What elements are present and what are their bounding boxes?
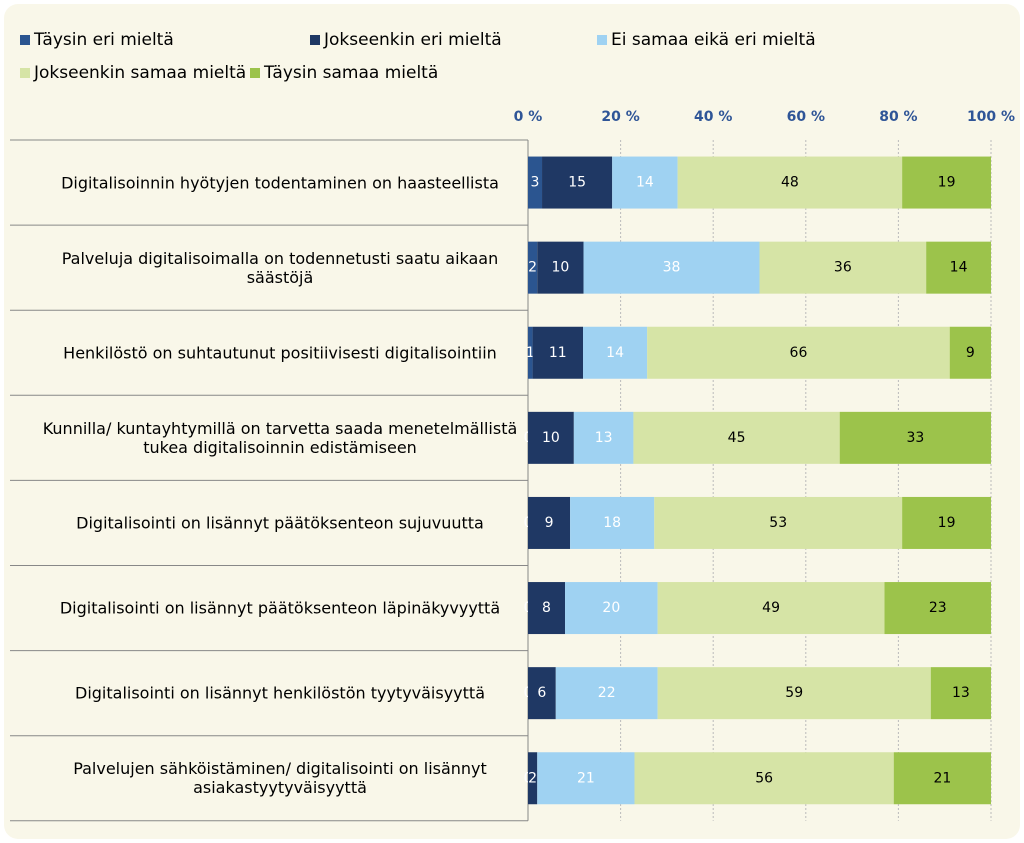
legend-label: Täysin samaa mieltä <box>263 63 438 83</box>
bar-segment <box>759 241 927 294</box>
x-tick-label: 0 % <box>514 109 543 125</box>
bar-segment <box>528 411 574 464</box>
x-tick-label: 20 % <box>601 109 639 125</box>
bar-segment <box>612 156 678 209</box>
bar-segment <box>657 667 931 720</box>
value-label: 1 <box>526 345 535 361</box>
value-label: 21 <box>933 770 951 786</box>
bar-segment <box>573 411 634 464</box>
category-label: Digitalisointi on lisännyt henkilöstön t… <box>75 683 485 703</box>
value-label: 66 <box>790 345 808 361</box>
bar-segment <box>528 582 566 635</box>
legend-label: Ei samaa eikä eri mieltä <box>611 30 816 50</box>
x-tick-label: 80 % <box>879 109 917 125</box>
value-label: 49 <box>762 600 780 616</box>
value-label: 2 <box>528 770 537 786</box>
legend-marker <box>597 35 607 45</box>
value-label: 45 <box>728 430 746 446</box>
category-label: Digitalisointi on lisännyt päätöksenteon… <box>59 598 501 618</box>
value-label: 22 <box>598 685 616 701</box>
bar-segment <box>902 496 991 549</box>
value-label: 14 <box>950 260 968 276</box>
legend-label: Jokseenkin samaa mieltä <box>33 63 246 83</box>
bar-segment <box>884 582 991 635</box>
value-label: 13 <box>595 430 613 446</box>
bar-segment <box>926 241 991 294</box>
bar-segment <box>532 326 584 379</box>
bar-segment <box>570 496 655 549</box>
bar-segment <box>647 326 950 379</box>
category-label: Palvelujen sähköistäminen/ digitalisoint… <box>73 759 487 798</box>
bar-segment <box>528 667 556 720</box>
value-label: 10 <box>551 260 569 276</box>
value-label: 8 <box>542 600 551 616</box>
value-label: 36 <box>834 260 852 276</box>
bar-segment <box>949 326 991 379</box>
value-label: 11 <box>549 345 567 361</box>
bar-segment <box>537 752 635 805</box>
bar-segment <box>528 156 543 209</box>
bar-segment <box>555 667 658 720</box>
value-label: 15 <box>568 175 586 191</box>
value-label: 48 <box>781 175 799 191</box>
bar-segment <box>654 496 903 549</box>
value-label: 20 <box>602 600 620 616</box>
legend-label: Täysin eri mieltä <box>33 30 174 50</box>
value-label: 53 <box>769 515 787 531</box>
bar-segment <box>528 496 571 549</box>
value-label: 21 <box>577 770 595 786</box>
legend-marker <box>20 35 30 45</box>
legend-label: Jokseenkin eri mieltä <box>323 30 502 50</box>
category-label: Digitalisoinnin hyötyjen todentaminen on… <box>61 173 499 193</box>
legend-marker <box>250 68 260 78</box>
bar-segment <box>839 411 991 464</box>
value-label: 10 <box>542 430 560 446</box>
bar-segment <box>930 667 991 720</box>
legend-marker <box>310 35 320 45</box>
value-label: 9 <box>966 345 975 361</box>
value-label: 13 <box>952 685 970 701</box>
value-label: 33 <box>906 430 924 446</box>
value-label: 6 <box>537 685 546 701</box>
bar-segment <box>583 241 760 294</box>
x-tick-label: 100 % <box>967 109 1015 125</box>
x-tick-label: 60 % <box>787 109 825 125</box>
value-label: 14 <box>606 345 624 361</box>
bar-segment <box>893 752 991 805</box>
bar-segment <box>537 241 584 294</box>
category-label: Kunnilla/ kuntayhtymillä on tarvetta saa… <box>42 418 518 457</box>
value-label: 3 <box>531 175 540 191</box>
bar-segment <box>633 411 840 464</box>
bar-segment <box>902 156 991 209</box>
value-label: 23 <box>929 600 947 616</box>
x-tick-label: 40 % <box>694 109 732 125</box>
value-label: 19 <box>938 175 956 191</box>
bar-segment <box>542 156 613 209</box>
bar-segment <box>565 582 658 635</box>
legend-marker <box>20 68 30 78</box>
bar-segment <box>583 326 648 379</box>
bar-segment <box>634 752 894 805</box>
value-label: 19 <box>938 515 956 531</box>
value-label: 18 <box>603 515 621 531</box>
bar-segment <box>528 326 533 379</box>
value-label: 56 <box>755 770 773 786</box>
category-label: Digitalisointi on lisännyt päätöksenteon… <box>76 513 484 533</box>
value-label: 38 <box>663 260 681 276</box>
bar-segment <box>528 241 538 294</box>
bar-segment <box>677 156 903 209</box>
bar-segment <box>528 752 538 805</box>
value-label: 2 <box>528 260 537 276</box>
value-label: 14 <box>636 175 654 191</box>
value-label: 9 <box>545 515 554 531</box>
category-label: Henkilöstö on suhtautunut positiivisesti… <box>63 343 497 363</box>
value-label: 59 <box>785 685 803 701</box>
bar-segment <box>657 582 885 635</box>
category-label: Palveluja digitalisoimalla on todennetus… <box>61 248 499 287</box>
